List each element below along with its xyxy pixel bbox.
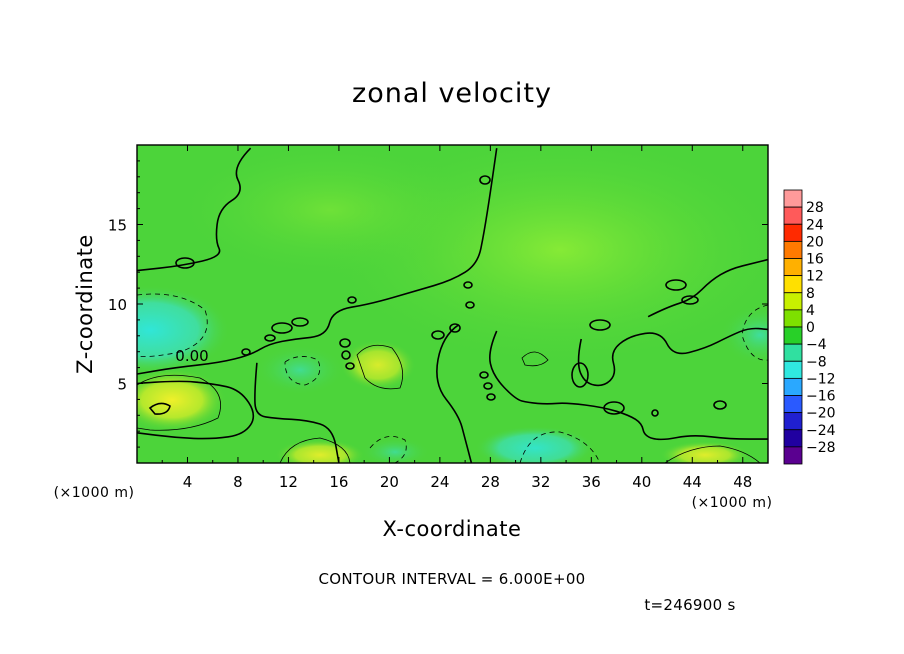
field-negative-region xyxy=(720,305,768,365)
x-unit-label: (×1000 m) xyxy=(692,495,773,511)
x-tick-label: 16 xyxy=(329,473,348,491)
colorbar-label: 8 xyxy=(806,286,815,302)
y-axis-ticks: 5 10 15 xyxy=(108,160,768,448)
x-tick-label: 8 xyxy=(233,473,243,491)
colorbar-label: −20 xyxy=(806,406,836,422)
x-axis-title: X-coordinate xyxy=(383,517,522,541)
colorbar-label: −12 xyxy=(806,371,836,387)
y-tick-label: 10 xyxy=(108,296,127,314)
colorbar-segment xyxy=(783,343,803,362)
x-tick-label: 12 xyxy=(279,473,298,491)
colorbar-segment xyxy=(783,360,803,379)
time-text: t=246900 s xyxy=(644,596,735,614)
negative-contour xyxy=(284,356,321,386)
x-tick-label: 36 xyxy=(582,473,601,491)
colorbar-label: 20 xyxy=(806,234,824,250)
colorbar-segment xyxy=(783,429,803,448)
negative-contour xyxy=(741,304,768,361)
colorbar-segment xyxy=(783,412,803,431)
y-tick-label: 15 xyxy=(108,217,127,235)
x-axis-ticks: 4 8 12 16 20 24 28 32 36 40 44 48 xyxy=(161,145,752,491)
field-negative-region xyxy=(137,285,230,375)
positive-contour xyxy=(148,402,171,415)
positive-contour xyxy=(137,374,222,431)
colorbar-segment xyxy=(783,326,803,345)
field-positive-region xyxy=(660,441,750,463)
field-negative-region xyxy=(360,437,430,463)
x-tick-label: 32 xyxy=(531,473,550,491)
colorbar-segment xyxy=(783,309,803,328)
colorbar-segment xyxy=(783,189,803,208)
zero-contour-label: 0.00 xyxy=(175,347,208,365)
field-negative-region xyxy=(255,345,345,395)
colorbar-segment xyxy=(783,377,803,396)
colorbar-segment xyxy=(783,206,803,225)
x-tick-label: 20 xyxy=(380,473,399,491)
colorbar-label: −8 xyxy=(806,354,827,370)
colorbar-segment xyxy=(783,223,803,242)
colorbar-segment xyxy=(783,240,803,259)
colorbar-segment xyxy=(783,446,803,465)
zero-contour-central-divide xyxy=(137,148,498,375)
colorbar-segment xyxy=(783,258,803,277)
plot-area: 0.00 xyxy=(137,145,768,463)
positive-contour xyxy=(521,351,549,367)
colorbar-label: −4 xyxy=(806,337,827,353)
negative-contour xyxy=(519,431,601,463)
contour-interval-text: CONTOUR INTERVAL = 6.000E+00 xyxy=(318,570,585,588)
field-negative-region xyxy=(475,426,595,463)
field-light-green-region xyxy=(170,145,490,280)
zero-contour-islands xyxy=(175,175,727,417)
colorbar-label: 16 xyxy=(806,252,824,268)
positive-contour xyxy=(664,445,761,463)
field-positive-region xyxy=(340,340,416,390)
positive-contour xyxy=(356,344,404,390)
zero-contour-middle-tongue xyxy=(436,324,473,463)
colorbar-segment xyxy=(783,275,803,294)
colorbar-label: 0 xyxy=(806,320,815,336)
x-tick-label: 4 xyxy=(183,473,193,491)
colorbar-label: −16 xyxy=(806,389,836,405)
x-tick-label: 24 xyxy=(430,473,449,491)
x-tick-label: 28 xyxy=(481,473,500,491)
zero-contour-left-lower-wall xyxy=(254,362,340,463)
zero-contour-right-upper-ridge xyxy=(647,258,768,318)
colorbar-label: −28 xyxy=(806,440,836,456)
zero-contours xyxy=(137,147,768,463)
field-positive-region xyxy=(275,439,365,463)
x-tick-label: 40 xyxy=(632,473,651,491)
colorbar-label: 24 xyxy=(806,217,824,233)
colorbar-label: 12 xyxy=(806,269,824,285)
negative-contour xyxy=(137,293,208,357)
y-axis-title: Z-coordinate xyxy=(73,234,97,374)
x-tick-label: 44 xyxy=(683,473,702,491)
y-unit-label: (×1000 m) xyxy=(54,485,135,501)
positive-contour xyxy=(279,437,351,463)
negative-contour xyxy=(369,436,407,463)
colorbar-label: 4 xyxy=(806,303,815,319)
colorbar-segment xyxy=(783,292,803,311)
zero-contour-lower-left-cell xyxy=(137,380,255,440)
y-tick-label: 5 xyxy=(117,376,127,394)
colorbar-segment xyxy=(783,395,803,414)
colorbar-label: 28 xyxy=(806,200,824,216)
colorbar-label: −24 xyxy=(806,423,836,439)
x-tick-label: 48 xyxy=(733,473,752,491)
zero-contour-right-tongue xyxy=(577,327,768,387)
field-positive-region xyxy=(137,368,227,432)
zero-contour-upper-left-boundary xyxy=(137,147,252,272)
chart-title: zonal velocity xyxy=(352,78,552,109)
